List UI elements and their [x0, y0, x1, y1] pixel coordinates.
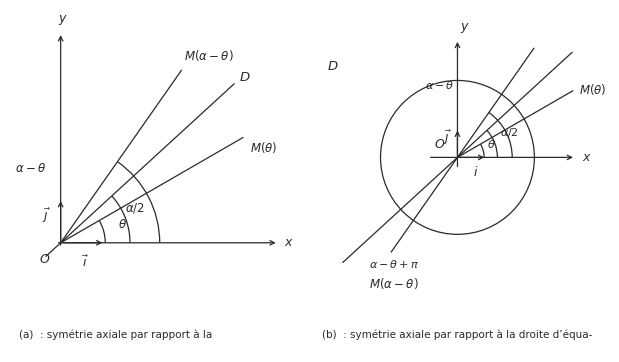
Text: $O$: $O$ — [40, 253, 51, 266]
Text: $M(\theta)$: $M(\theta)$ — [579, 82, 606, 97]
Text: $\alpha-\theta$: $\alpha-\theta$ — [425, 79, 454, 91]
Text: (a)  : symétrie axiale par rapport à la: (a) : symétrie axiale par rapport à la — [19, 329, 212, 340]
Text: $y$: $y$ — [58, 13, 68, 28]
Text: $\theta$: $\theta$ — [118, 218, 127, 231]
Text: $x$: $x$ — [582, 151, 592, 164]
Text: $x$: $x$ — [284, 236, 293, 249]
Text: $\vec{\imath}$: $\vec{\imath}$ — [82, 255, 89, 270]
Text: $\alpha/2$: $\alpha/2$ — [124, 201, 144, 215]
Text: $M(\alpha-\theta)$: $M(\alpha-\theta)$ — [184, 48, 233, 63]
Text: $D$: $D$ — [239, 71, 251, 84]
Text: $\vec{\jmath}$: $\vec{\jmath}$ — [42, 207, 51, 225]
Text: $M(\theta)$: $M(\theta)$ — [250, 140, 278, 155]
Text: $O$: $O$ — [435, 139, 446, 151]
Text: $\alpha/2$: $\alpha/2$ — [500, 126, 518, 139]
Text: $\theta$: $\theta$ — [487, 138, 496, 150]
Text: $M(\alpha-\theta)$: $M(\alpha-\theta)$ — [370, 275, 419, 291]
Text: $\alpha-\theta+\pi$: $\alpha-\theta+\pi$ — [369, 258, 419, 270]
Text: $i$: $i$ — [472, 165, 478, 179]
Text: $\vec{\jmath}$: $\vec{\jmath}$ — [443, 129, 451, 147]
Text: $D$: $D$ — [327, 60, 339, 73]
Text: $y$: $y$ — [461, 21, 470, 35]
Text: (b)  : symétrie axiale par rapport à la droite d’équa-: (b) : symétrie axiale par rapport à la d… — [322, 329, 592, 340]
Text: $\alpha-\theta$: $\alpha-\theta$ — [15, 162, 46, 175]
